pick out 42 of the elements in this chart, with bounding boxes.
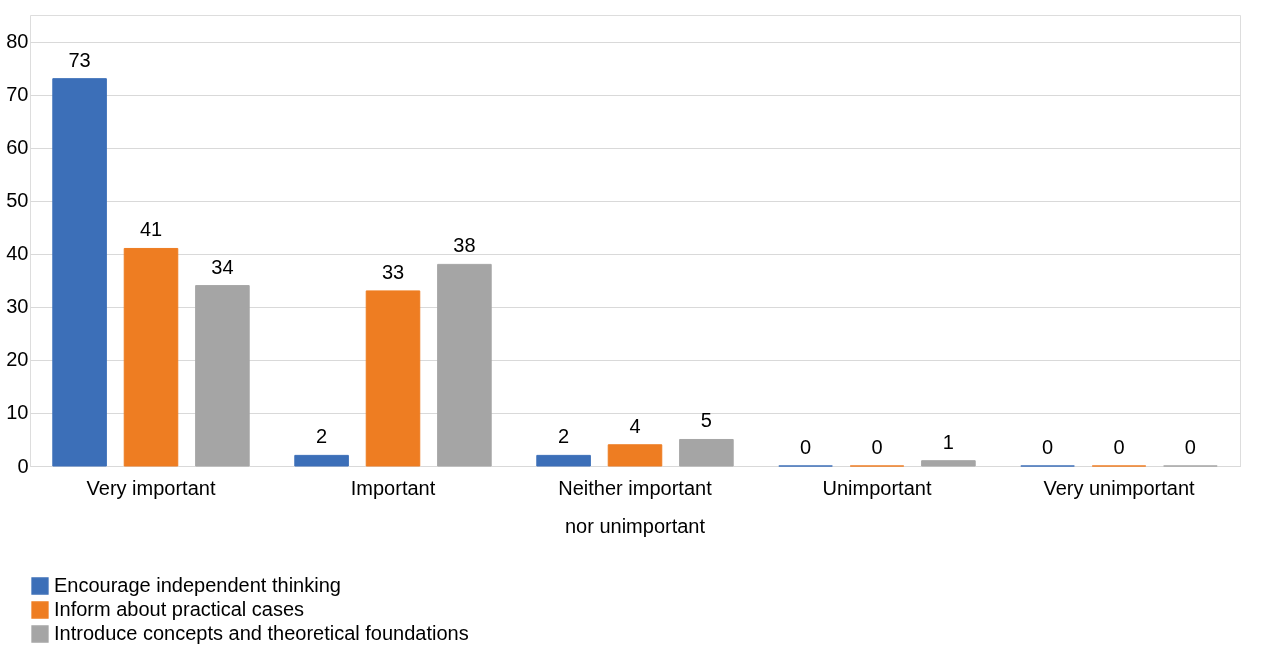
bar [437,263,492,467]
data-label: 5 [700,409,712,432]
data-label: 2 [558,425,570,448]
legend-label: Introduce concepts and theoretical foundations [54,622,469,644]
bar [607,444,663,467]
y-tick-label: 10 [6,401,29,424]
bar [52,78,107,467]
y-tick-label: 80 [6,30,29,53]
data-label: 2 [316,425,328,448]
data-label: 0 [871,436,883,458]
data-label: 38 [453,234,476,257]
x-tick-label: Very important [86,476,216,499]
bar [195,285,250,467]
bar [536,454,591,467]
y-tick-label: 20 [6,348,29,371]
y-tick-label: 0 [17,454,29,477]
data-label: 0 [1184,436,1196,458]
legend-label: Inform about practical cases [54,598,305,620]
bar [679,438,734,467]
y-tick-label: 30 [6,295,29,318]
data-label: 33 [381,260,405,283]
y-tick-label: 70 [6,83,29,106]
y-tick-label: 50 [6,189,29,212]
bar [123,247,179,467]
y-tick-label: 60 [6,136,29,159]
x-tick-label: Unimportant [822,476,932,499]
data-label: 73 [68,48,91,71]
legend-label: Encourage independent thinking [54,574,341,596]
data-label: 0 [800,436,812,458]
data-label: 4 [629,414,641,437]
data-label: 41 [139,218,163,241]
data-label: 34 [211,255,234,278]
bar [921,460,976,467]
x-tick-label: Very unimportant [1043,476,1196,499]
x-tick-label: Neither important nor unimportant [558,476,713,537]
bar [365,290,421,467]
data-label: 1 [942,430,954,453]
bar [294,454,349,467]
data-label: 0 [1113,436,1125,458]
data-label: 0 [1042,436,1054,458]
y-tick-label: 40 [6,242,29,265]
x-tick-label: Important [350,476,436,499]
